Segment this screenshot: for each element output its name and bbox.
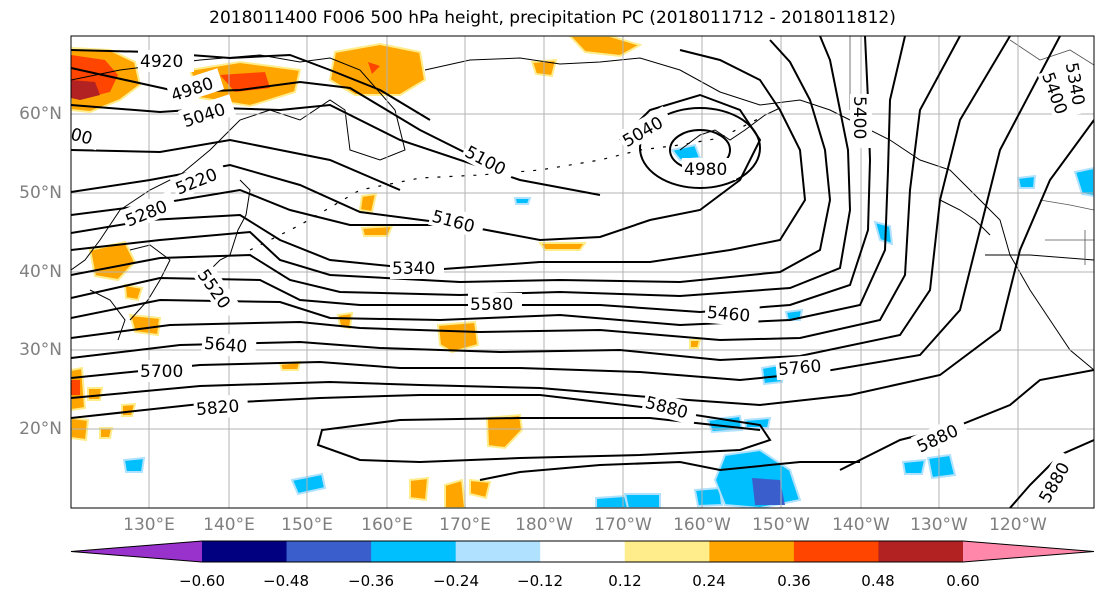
contour-label: 4920	[140, 52, 183, 72]
lat-label: 60°N	[19, 104, 62, 124]
lon-label: 130°E	[123, 515, 175, 535]
colorbar-segment	[286, 541, 372, 562]
colorbar-tick-label: −0.24	[433, 572, 479, 590]
colorbar-tick-label: 0.60	[946, 572, 980, 590]
contour-label: 5640	[203, 334, 248, 358]
lon-label: 170°W	[594, 515, 652, 535]
colorbar-segment	[455, 541, 541, 562]
contour-label: 5580	[470, 295, 513, 315]
colorbar-segment	[71, 541, 202, 562]
colorbar-segment	[202, 541, 288, 562]
colorbar-segment	[540, 541, 626, 562]
contour-label: 5820	[195, 396, 240, 420]
lon-label: 120°W	[989, 515, 1047, 535]
gridlines	[71, 36, 1094, 508]
colorbar-outline	[70, 540, 1095, 563]
contour-label: 00	[68, 125, 94, 150]
colorbar-tick-label: 0.24	[692, 572, 726, 590]
colorbar	[70, 540, 1095, 563]
contour-label: 5400	[849, 96, 869, 139]
precipitation-negative-areas	[122, 143, 1094, 508]
colorbar-tick-label: 0.48	[861, 572, 895, 590]
lon-label: 160°W	[673, 515, 731, 535]
colorbar-tick-label: 0.12	[608, 572, 642, 590]
lat-label: 50°N	[19, 183, 62, 203]
contour-label: 4980	[684, 160, 727, 180]
height-contours	[71, 36, 1094, 508]
lon-label: 150°E	[281, 515, 333, 535]
lon-label: 160°E	[361, 515, 413, 535]
colorbar-tick-label: −0.12	[517, 572, 563, 590]
map-title: 2018011400 F006 500 hPa height, precipit…	[209, 8, 896, 28]
contour-label: 5700	[140, 362, 183, 382]
colorbar-segment	[709, 541, 795, 562]
contour-label: 5340	[392, 259, 435, 279]
lat-label: 30°N	[19, 340, 62, 360]
colorbar-tick-label: −0.60	[179, 572, 225, 590]
lon-label: 180°W	[515, 515, 573, 535]
colorbar-segment	[878, 541, 964, 562]
colorbar-segment	[963, 541, 1094, 562]
lon-label: 150°W	[752, 515, 810, 535]
lon-label: 170°E	[439, 515, 491, 535]
colorbar-segment	[371, 541, 457, 562]
colorbar-segment	[793, 541, 879, 562]
lon-label: 140°E	[203, 515, 255, 535]
colorbar-tick-label: −0.36	[348, 572, 394, 590]
contour-label: 5760	[777, 356, 822, 380]
colorbar-tick-label: 0.36	[777, 572, 811, 590]
colorbar-segment	[624, 541, 710, 562]
lat-label: 20°N	[19, 419, 62, 439]
lon-label: 140°W	[832, 515, 890, 535]
colorbar-tick-label: −0.48	[263, 572, 309, 590]
map-frame	[70, 35, 1095, 509]
lon-label: 130°W	[910, 515, 968, 535]
lat-label: 40°N	[19, 262, 62, 282]
contour-label: 5460	[706, 303, 751, 327]
